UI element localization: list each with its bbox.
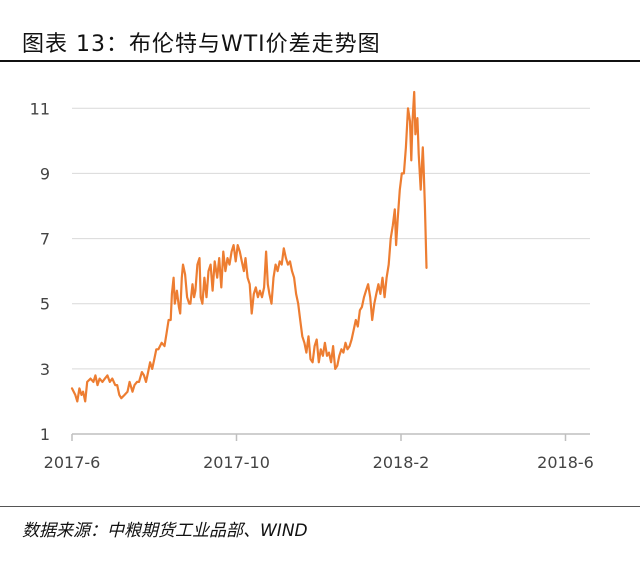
x-tick-label: 2017-10	[203, 453, 270, 472]
x-tick-label: 2018-6	[537, 453, 594, 472]
y-tick-label: 5	[40, 295, 50, 314]
title-divider	[0, 60, 640, 62]
x-tick-label: 2018-2	[373, 453, 430, 472]
y-tick-label: 9	[40, 164, 50, 183]
x-axis-ticks: 2017-6 2017-10 2018-2 2018-6	[44, 434, 594, 472]
source-note: 数据来源：中粮期货工业品部、WIND	[22, 521, 308, 541]
y-tick-label: 3	[40, 360, 50, 379]
y-tick-label: 1	[40, 425, 50, 444]
source-divider	[0, 506, 640, 507]
line-chart: 1 3 5 7 9 11 2017-6 2017-10 2018-2 2018-6	[30, 90, 594, 472]
gridlines	[72, 107, 590, 370]
x-tick-label: 2017-6	[44, 453, 101, 472]
y-tick-label: 7	[40, 230, 50, 249]
spread-series-line	[70, 90, 428, 403]
y-axis-ticks: 1 3 5 7 9 11	[30, 99, 50, 444]
y-tick-label: 11	[30, 99, 50, 118]
figure-title: 图表 13：布伦特与WTI价差走势图	[22, 32, 381, 57]
